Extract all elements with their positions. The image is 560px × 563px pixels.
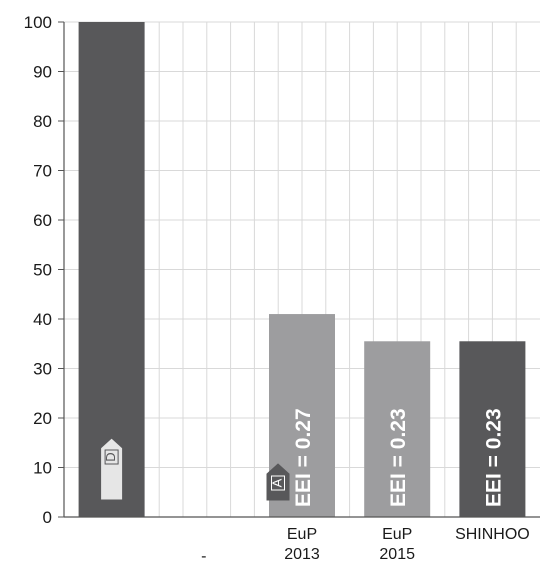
y-tick-label: 90 [33,63,52,82]
x-category-label: EuP [287,526,317,543]
x-category-label: 2015 [379,546,415,563]
y-tick-label: 0 [43,508,52,527]
bar-value-label: EEI = 0.27 [292,408,315,507]
y-tick-label: 20 [33,409,52,428]
y-tick-labels: 0 10 20 30 40 50 60 70 80 90 100 [24,13,52,527]
y-tick-label: 80 [33,112,52,131]
bar [364,341,431,517]
badge-letter-box [271,475,285,491]
bar-value-label: EEI = 0.23 [387,408,410,507]
y-tick-label: 60 [33,211,52,230]
energy-class-badge: A [266,463,290,501]
energy-class-badge: D [100,437,124,501]
badge-letter: D [103,452,118,461]
y-tick-label: 100 [24,13,52,32]
bar-value-labels: EEI = 0.27 EEI = 0.23 EEI = 0.23 [292,408,505,507]
x-category-labels: - EuP 2013 EuP 2015 SHINHOO [201,526,530,563]
y-tick-label: 10 [33,459,52,478]
energy-class-badges: DA [100,437,290,501]
badge-shape [100,437,124,501]
x-category-label: 2013 [284,546,320,563]
badge-letter: A [269,478,284,487]
bars [78,22,526,517]
y-tick-label: 50 [33,261,52,280]
x-category-label: EuP [382,526,412,543]
badge-letter-box [104,449,119,465]
y-tick-label: 40 [33,310,52,329]
badge-shape [266,463,290,501]
y-tick-label: 30 [33,360,52,379]
bar [78,22,145,517]
bar [459,341,526,517]
axes [58,21,540,518]
y-tick-label: 70 [33,162,52,181]
bar-value-label: EEI = 0.23 [482,408,505,507]
x-category-label: - [201,548,206,563]
x-category-label: SHINHOO [455,526,530,543]
